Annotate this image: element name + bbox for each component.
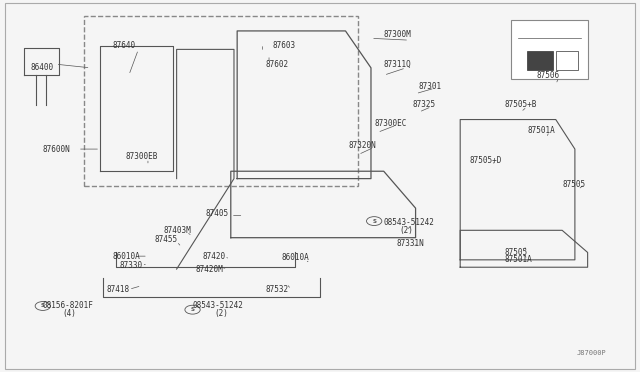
Text: 87603: 87603 xyxy=(272,41,295,50)
Bar xyxy=(527,51,552,70)
Text: 87602: 87602 xyxy=(266,60,289,69)
Text: 87640: 87640 xyxy=(113,41,136,50)
Text: S: S xyxy=(191,307,195,312)
Text: 87300M: 87300M xyxy=(384,30,412,39)
Text: (2): (2) xyxy=(215,309,228,318)
Text: J87000P: J87000P xyxy=(577,350,607,356)
Text: 87505+D: 87505+D xyxy=(470,155,502,165)
Text: 87325: 87325 xyxy=(412,100,436,109)
Text: 87418: 87418 xyxy=(106,285,130,294)
Text: (2): (2) xyxy=(399,226,413,235)
Text: 08543-51242: 08543-51242 xyxy=(384,218,435,227)
Text: 87403M: 87403M xyxy=(164,226,191,235)
Text: S: S xyxy=(372,219,376,224)
Text: 87330: 87330 xyxy=(119,261,142,270)
Text: 87505: 87505 xyxy=(505,248,528,257)
Text: (4): (4) xyxy=(62,309,76,318)
Text: 87600N: 87600N xyxy=(43,145,70,154)
Text: 87505: 87505 xyxy=(562,180,585,189)
Text: 87311Q: 87311Q xyxy=(384,60,412,69)
Text: 87300EC: 87300EC xyxy=(374,119,406,128)
Text: S: S xyxy=(41,304,45,308)
Text: 87320N: 87320N xyxy=(349,141,376,150)
Text: 87420M: 87420M xyxy=(196,264,223,273)
Text: 86010A: 86010A xyxy=(282,253,310,263)
Text: 87501A: 87501A xyxy=(527,126,555,135)
Text: 08156-8201F: 08156-8201F xyxy=(43,301,93,311)
Bar xyxy=(84,16,358,186)
Text: 87506: 87506 xyxy=(537,71,560,80)
Bar xyxy=(511,20,588,79)
Text: 87501A: 87501A xyxy=(505,255,532,264)
Text: 87405: 87405 xyxy=(205,209,228,218)
Text: 87455: 87455 xyxy=(154,235,177,244)
Text: 86010A: 86010A xyxy=(113,251,141,261)
Text: 87300EB: 87300EB xyxy=(125,152,158,161)
Text: 87331N: 87331N xyxy=(396,239,424,248)
Text: 87301: 87301 xyxy=(419,82,442,91)
Bar xyxy=(556,51,578,70)
Text: 86400: 86400 xyxy=(30,63,53,72)
Text: 87505+B: 87505+B xyxy=(505,100,537,109)
Text: 87532: 87532 xyxy=(266,285,289,294)
Text: 87420: 87420 xyxy=(202,251,225,261)
Text: 08543-51242: 08543-51242 xyxy=(193,301,243,311)
